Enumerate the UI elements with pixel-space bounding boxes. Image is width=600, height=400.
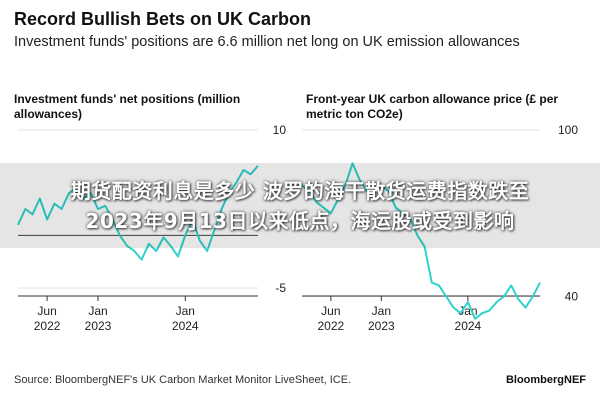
chart-title: Record Bullish Bets on UK Carbon [14,9,312,29]
headline: Record Bullish Bets on UK Carbon Investm… [14,8,586,51]
left-x-tick-label: 2024 [172,319,199,333]
brand-logo: BloombergNEF [505,374,586,386]
overlay-line-2: 2023年9月13日以来低点，海运股或受到影响 [85,208,515,233]
left-x-tick-label: Jun [37,304,56,318]
right-y-tick-label: 100 [558,123,578,137]
left-x-tick-label: Jan [176,304,195,318]
left-y-tick-label: 10 [273,123,287,137]
left-x-tick-label: 2023 [85,319,112,333]
right-x-tick-label: 2024 [455,319,482,333]
right-y-tick-label: 40 [565,290,579,304]
right-chart: 2040100Jun2022Jan2023Jan2024 [301,123,579,333]
right-panel-title: Front-year UK carbon allowance price (£ … [306,92,559,121]
right-x-tick-label: 2023 [368,319,395,333]
source-note: Source: BloombergNEF's UK Carbon Market … [14,374,352,386]
left-x-tick-label: Jan [88,304,107,318]
right-x-tick-label: Jun [321,304,340,318]
chart-subtitle: Investment funds' positions are 6.6 mill… [14,34,520,50]
left-series-line [17,165,259,261]
left-panel-title: Investment funds' net positions (million… [14,92,241,121]
right-series-line [301,162,541,320]
footer: Source: BloombergNEF's UK Carbon Market … [14,374,586,390]
left-x-tick-label: 2022 [34,319,61,333]
watermark-overlay: 期货配资利息是多少 波罗的海干散货运费指数跌至 2023年9月13日以来低点，海… [0,163,600,248]
right-x-tick-label: 2022 [317,319,344,333]
right-x-tick-label: Jan [372,304,391,318]
left-y-tick-label: -5 [275,281,286,295]
overlay-line-1: 期货配资利息是多少 波罗的海干散货运费指数跌至 [70,178,530,203]
